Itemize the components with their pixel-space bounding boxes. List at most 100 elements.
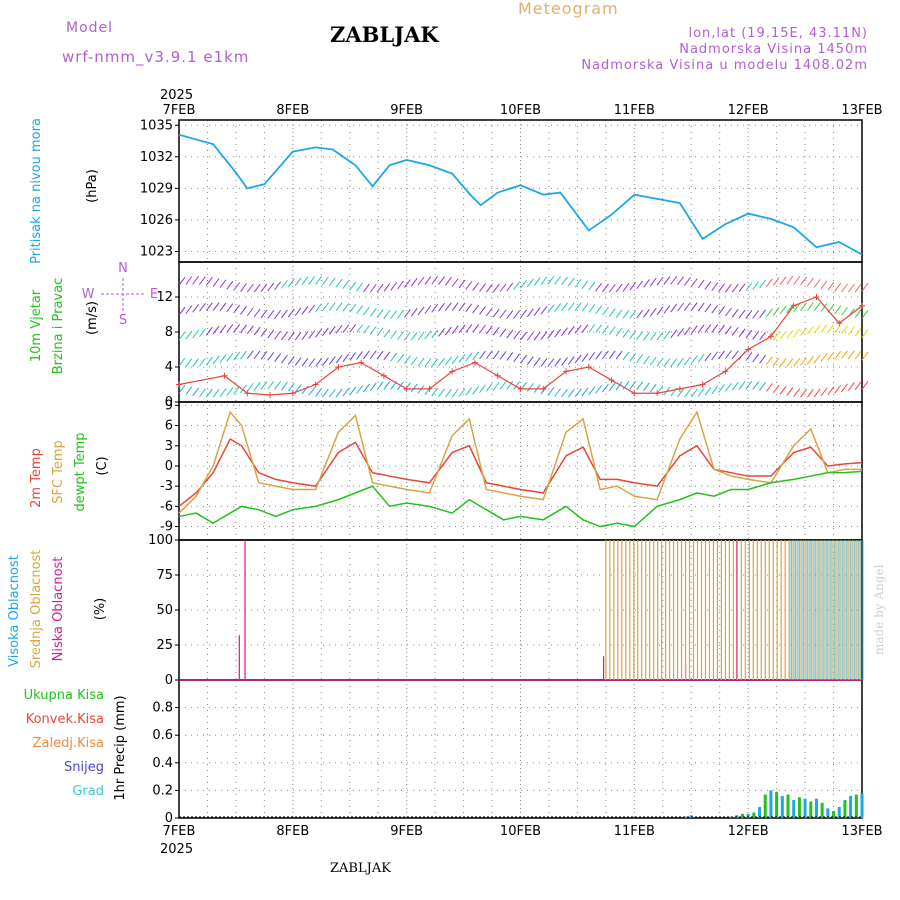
station-title: ZABLJAK bbox=[330, 22, 439, 47]
wind-barb bbox=[690, 355, 698, 365]
wind-barb bbox=[506, 352, 514, 361]
precip-bar bbox=[775, 791, 779, 818]
wind-barb bbox=[772, 277, 780, 286]
wind-barb bbox=[629, 352, 637, 362]
wind-barb bbox=[328, 302, 336, 311]
wind-barb bbox=[192, 304, 200, 313]
wind-barb bbox=[595, 351, 603, 360]
wind-speed-marker bbox=[813, 294, 820, 300]
wind-barb bbox=[813, 388, 821, 398]
wind-barb bbox=[356, 305, 363, 314]
wind-barb bbox=[806, 277, 814, 287]
wind-barb bbox=[397, 309, 404, 319]
wind-barb bbox=[813, 302, 821, 312]
wind-barb bbox=[806, 302, 814, 311]
wind-barb bbox=[513, 381, 521, 390]
wind-barb bbox=[342, 303, 350, 312]
wind-barb bbox=[376, 283, 384, 293]
wind-barb bbox=[315, 358, 323, 367]
wind-barb bbox=[246, 307, 254, 317]
wind-barb bbox=[677, 302, 684, 312]
precip-bar bbox=[854, 794, 858, 818]
wind-barb bbox=[595, 305, 603, 315]
wind-barb bbox=[854, 327, 862, 337]
wind-speed-marker bbox=[767, 333, 774, 340]
wind-speed-marker bbox=[494, 372, 501, 379]
wind-barb bbox=[499, 328, 507, 337]
wind-barb bbox=[670, 303, 678, 313]
wind-barb bbox=[834, 350, 842, 360]
wind-barb bbox=[711, 324, 719, 333]
wind-barb bbox=[342, 324, 350, 333]
wind-barb bbox=[827, 324, 835, 333]
wind-barb bbox=[253, 382, 261, 391]
wind-barb bbox=[629, 330, 637, 340]
wind-barb bbox=[520, 354, 527, 364]
y-tick-label: 100 bbox=[148, 533, 173, 548]
wind-barb bbox=[335, 388, 343, 398]
wind-barb bbox=[240, 306, 247, 315]
wind-barb bbox=[643, 382, 650, 392]
wind-barb bbox=[779, 305, 787, 315]
y-tick-label: 0.4 bbox=[152, 756, 173, 771]
wind-barb bbox=[677, 276, 684, 285]
y-tick-label: 6 bbox=[165, 419, 173, 434]
wind-barb bbox=[752, 331, 760, 340]
wind-barb bbox=[718, 324, 725, 334]
temp-axis-unit: (C) bbox=[95, 456, 110, 475]
x-label-top: 12FEB bbox=[728, 103, 769, 118]
wind-speed-marker bbox=[358, 359, 365, 366]
wind-barb bbox=[226, 303, 234, 313]
wind-barb bbox=[260, 328, 268, 337]
temp-line-0 bbox=[178, 437, 863, 507]
wind-barb bbox=[308, 358, 316, 367]
wind-barb bbox=[431, 387, 439, 397]
wind-barb bbox=[287, 278, 295, 288]
wind-barb bbox=[752, 310, 760, 319]
wind-barb bbox=[759, 309, 766, 319]
wind-barb bbox=[779, 385, 787, 395]
wind-barb bbox=[267, 282, 275, 292]
precip-bar bbox=[769, 790, 773, 818]
wind-barb bbox=[253, 308, 261, 318]
wind-barb bbox=[294, 307, 302, 317]
temp-line-2 bbox=[178, 470, 863, 528]
wind-barb bbox=[451, 355, 459, 365]
wind-barb bbox=[759, 382, 766, 391]
wind-barb bbox=[656, 276, 664, 286]
wind-barb bbox=[649, 356, 657, 366]
precip-bar bbox=[752, 812, 756, 818]
x-label-top: 10FEB bbox=[500, 103, 541, 118]
wind-barb bbox=[349, 324, 357, 333]
wind-barb bbox=[643, 355, 650, 365]
wind-barb bbox=[178, 276, 186, 286]
wind-barb bbox=[779, 358, 787, 367]
wind-barb bbox=[267, 380, 275, 390]
wind-barb bbox=[363, 383, 370, 393]
wind-barb bbox=[458, 354, 466, 363]
wind-barb bbox=[800, 327, 807, 336]
wind-barb bbox=[813, 324, 821, 334]
wind-barb bbox=[226, 324, 234, 333]
wind-barb bbox=[725, 382, 732, 392]
wind-barb bbox=[410, 277, 418, 287]
wind-barb bbox=[424, 305, 432, 314]
wind-barb bbox=[479, 306, 486, 315]
wind-barb bbox=[847, 382, 855, 391]
wind-barb bbox=[684, 356, 691, 366]
wind-barb bbox=[567, 326, 575, 335]
wind-barb bbox=[649, 332, 657, 341]
x-label-bottom: 9FEB bbox=[390, 824, 423, 839]
wind-barb bbox=[485, 283, 493, 293]
wind-barb bbox=[267, 310, 275, 319]
wind-barb bbox=[725, 307, 732, 317]
wind-barb bbox=[793, 276, 801, 285]
wind-barb bbox=[212, 388, 220, 398]
precip-legend-item: Grad bbox=[72, 784, 104, 799]
wind-barb bbox=[725, 283, 732, 293]
wind-barb bbox=[608, 326, 616, 335]
wind-barb bbox=[793, 357, 801, 367]
precip-bar bbox=[758, 806, 762, 818]
wind-speed-marker bbox=[289, 390, 296, 397]
